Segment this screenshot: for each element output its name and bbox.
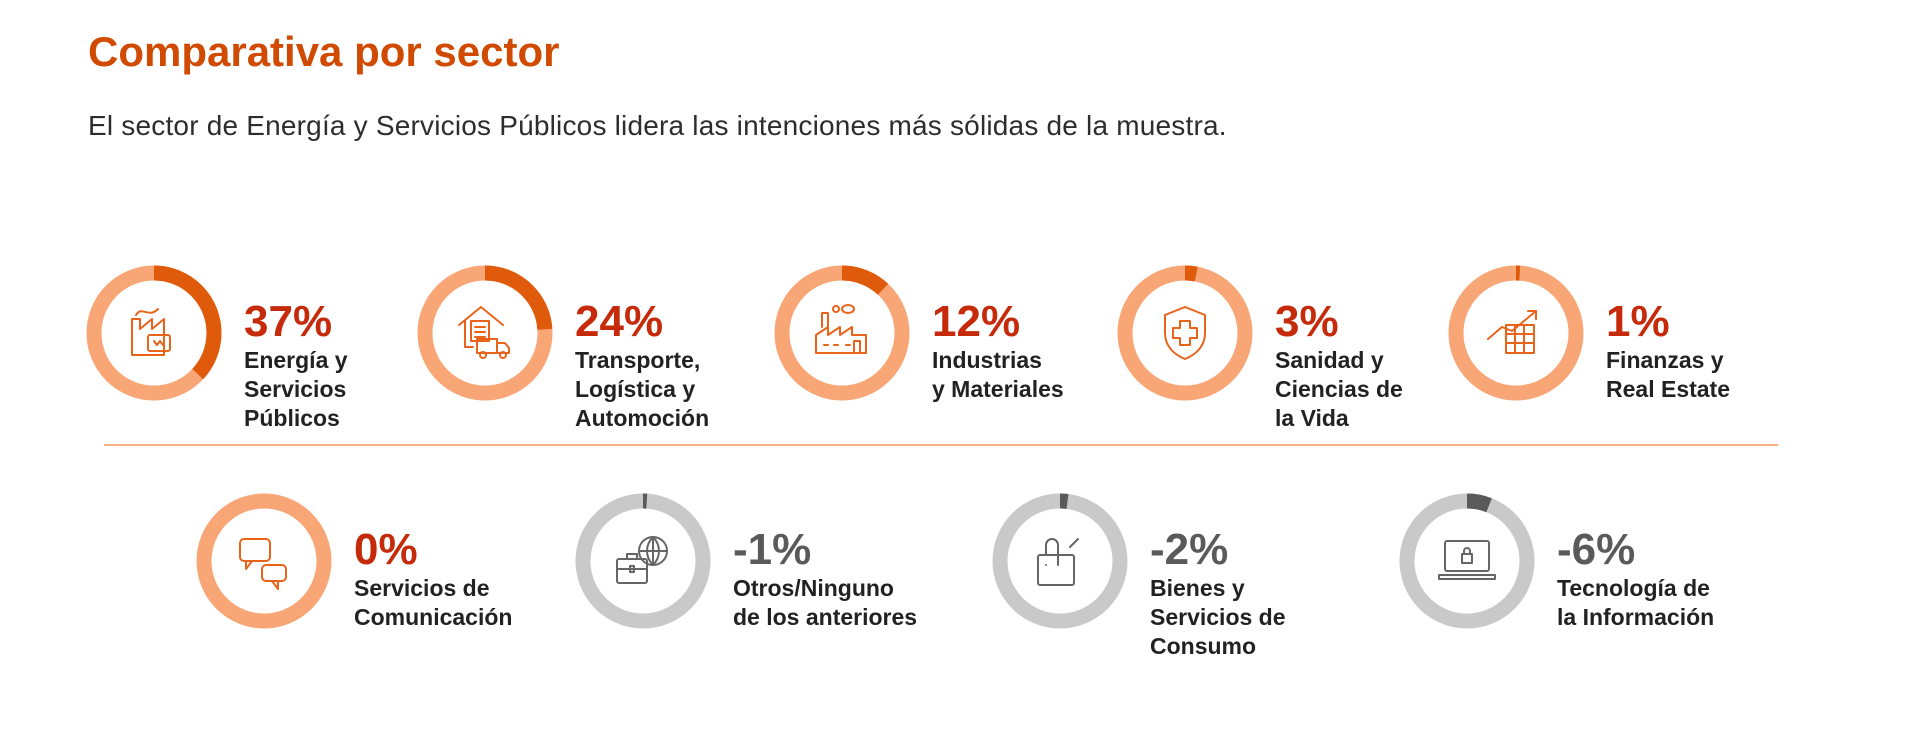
sector-text: 24% Transporte, Logística y Automoción (575, 298, 709, 433)
donut-track (1399, 493, 1535, 629)
donut-segment (774, 265, 910, 401)
chat-bubbles-icon (239, 538, 287, 590)
sector-label: Bienes y (1150, 575, 1245, 601)
donut-chart (992, 493, 1128, 629)
sector-text: -2% Bienes y Servicios de Consumo (1150, 526, 1286, 661)
donut-track (992, 493, 1128, 629)
donut-segment (86, 265, 222, 401)
donut-track (1117, 265, 1253, 401)
sector-label: Logística y (575, 376, 696, 402)
sector-label: Comunicación (354, 604, 513, 630)
sector-text: 1% Finanzas y Real Estate (1606, 298, 1730, 404)
sector-text: 12% Industrias y Materiales (932, 298, 1064, 404)
chart-growth-icon (1487, 310, 1537, 354)
sector-text: -1% Otros/Ninguno de los anteriores (733, 526, 917, 632)
donut-chart (1117, 265, 1253, 401)
sector-label: Servicios de (1150, 604, 1286, 630)
shopping-bag-icon (1037, 538, 1079, 586)
donut-chart (575, 493, 711, 629)
sector-label: Transporte, (575, 347, 701, 373)
sector-label: Públicos (244, 405, 340, 431)
sector-percent: -6% (1557, 525, 1636, 574)
factory-icon (815, 304, 867, 354)
donut-chart (196, 493, 332, 629)
sector-text: 3% Sanidad y Ciencias de la Vida (1275, 298, 1403, 433)
briefcase-globe-icon (616, 536, 668, 584)
donut-segment (1399, 493, 1535, 629)
sector-label: Servicios de (354, 575, 490, 601)
donut-chart (774, 265, 910, 401)
sector-label: Ciencias de (1275, 376, 1403, 402)
donut-segment (417, 265, 553, 401)
sector-percent: 37% (244, 297, 333, 346)
sector-label: la Vida (1275, 405, 1349, 431)
donut-chart (1399, 493, 1535, 629)
donut-segment (992, 493, 1128, 629)
sector-percent: -2% (1150, 525, 1229, 574)
page-subtitle: El sector de Energía y Servicios Público… (88, 110, 1227, 141)
sector-label: Otros/Ninguno (733, 575, 894, 601)
sector-text: -6% Tecnología de la Información (1557, 526, 1714, 632)
donut-segment (575, 493, 711, 629)
sector-label: Consumo (1150, 633, 1257, 659)
warehouse-truck-icon (458, 306, 510, 359)
sector-text: 0% Servicios de Comunicación (354, 526, 512, 632)
sector-percent: 1% (1606, 297, 1670, 346)
sector-text: 37% Energía y Servicios Públicos (244, 298, 348, 433)
donut-segment (1448, 265, 1584, 401)
sector-label: Sanidad y (1275, 347, 1384, 373)
sector-label: Real Estate (1606, 376, 1731, 402)
donut-chart (1448, 265, 1584, 401)
sector-label: de los anteriores (733, 604, 918, 630)
factory-battery-icon (131, 308, 171, 356)
sector-label: Servicios (244, 376, 347, 402)
sector-label: Finanzas y (1606, 347, 1724, 373)
sector-label: Automoción (575, 405, 710, 431)
donut-chart (86, 265, 222, 401)
donut-segment (1117, 265, 1253, 401)
sector-label: Energía y (244, 347, 348, 373)
sector-percent: 3% (1275, 297, 1339, 346)
sector-percent: -1% (733, 525, 812, 574)
page-title: Comparativa por sector (88, 28, 560, 75)
row-divider (104, 444, 1778, 446)
sector-label: Tecnología de (1557, 575, 1710, 601)
shield-cross-icon (1164, 306, 1206, 360)
sector-label: la Información (1557, 604, 1715, 630)
donut-chart (417, 265, 553, 401)
sector-label: y Materiales (932, 376, 1064, 402)
donut-track (196, 493, 332, 629)
sector-percent: 0% (354, 525, 418, 574)
sector-percent: 24% (575, 297, 664, 346)
laptop-lock-icon (1438, 540, 1496, 580)
sector-percent: 12% (932, 297, 1021, 346)
sector-label: Industrias (932, 347, 1042, 373)
